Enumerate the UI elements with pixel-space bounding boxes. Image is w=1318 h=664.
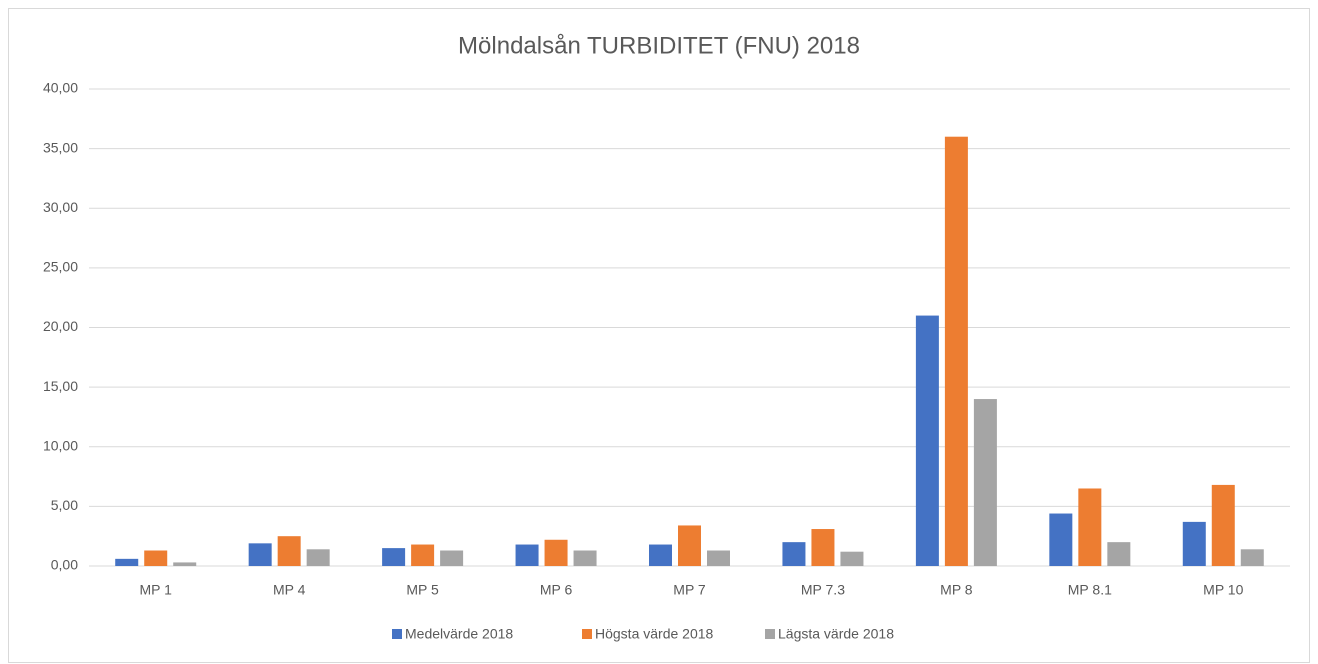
bar (115, 558, 139, 566)
y-tick-label: 5,00 (51, 497, 78, 513)
chart-title: Mölndalsån TURBIDITET (FNU) 2018 (458, 32, 860, 59)
bar (573, 550, 597, 566)
bar (382, 548, 406, 566)
bar (840, 551, 864, 566)
x-tick-label: MP 7.3 (801, 582, 845, 598)
x-tick-label: MP 8 (940, 582, 973, 598)
x-tick-label: MP 4 (273, 582, 306, 598)
bar (306, 549, 330, 566)
bar (782, 542, 806, 566)
y-tick-label: 20,00 (43, 318, 78, 334)
legend-swatch (765, 629, 775, 639)
y-tick-label: 35,00 (43, 139, 78, 155)
y-tick-label: 25,00 (43, 259, 78, 275)
legend-swatch (392, 629, 402, 639)
legend-label: Högsta värde 2018 (595, 626, 714, 642)
legend-swatch (582, 629, 592, 639)
x-tick-label: MP 6 (540, 582, 573, 598)
y-tick-label: 30,00 (43, 199, 78, 215)
bar (411, 544, 435, 566)
bar (915, 315, 939, 566)
bar (649, 544, 672, 566)
bar (707, 550, 730, 566)
bar (1211, 484, 1235, 566)
y-tick-label: 0,00 (51, 557, 78, 573)
bar (1182, 521, 1206, 566)
y-tick-label: 15,00 (43, 378, 78, 394)
bar (248, 543, 272, 566)
bar (544, 539, 568, 566)
bar (173, 562, 197, 566)
bar (515, 544, 539, 566)
bar (811, 529, 835, 566)
bar (1240, 549, 1264, 566)
y-tick-label: 10,00 (43, 437, 78, 453)
x-tick-label: MP 10 (1203, 582, 1243, 598)
x-tick-label: MP 8.1 (1068, 582, 1112, 598)
bar (277, 536, 301, 566)
bar (973, 399, 997, 566)
bar (1049, 513, 1073, 566)
legend-label: Lägsta värde 2018 (778, 626, 894, 642)
x-tick-label: MP 7 (673, 582, 706, 598)
bar (1107, 542, 1131, 566)
bar (440, 550, 464, 566)
bar (944, 136, 968, 566)
x-tick-label: MP 5 (406, 582, 439, 598)
bar (1078, 488, 1102, 566)
bar (144, 550, 168, 566)
legend-label: Medelvärde 2018 (405, 626, 513, 642)
bar (678, 525, 701, 566)
y-tick-label: 40,00 (43, 80, 78, 96)
x-tick-label: MP 1 (140, 582, 173, 598)
